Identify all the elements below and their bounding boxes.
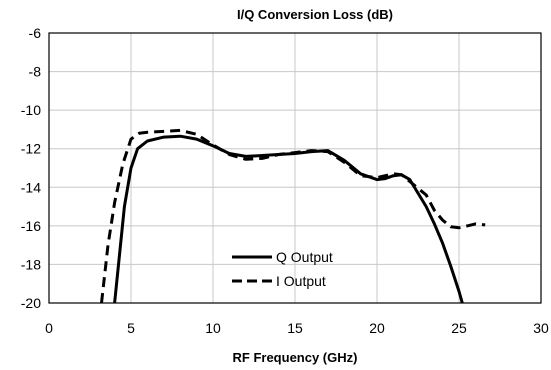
legend-label: I Output: [276, 273, 326, 289]
x-tick-label: 5: [127, 320, 135, 336]
y-tick-label: -10: [21, 102, 41, 118]
x-tick-label: 15: [287, 320, 303, 336]
legend: Q Output I Output: [232, 249, 333, 289]
series-lines: [100, 128, 486, 303]
y-tick-label: -16: [21, 218, 41, 234]
gridlines: [49, 33, 541, 303]
chart-title: I/Q Conversion Loss (dB): [237, 7, 393, 22]
x-tick-label: 20: [369, 320, 385, 336]
y-tick-label: -18: [21, 256, 41, 272]
x-tick-label: 10: [205, 320, 221, 336]
x-tick-label: 0: [45, 320, 53, 336]
x-tick-label: 30: [533, 320, 549, 336]
legend-label: Q Output: [276, 249, 333, 265]
x-axis-label: RF Frequency (GHz): [233, 350, 358, 365]
y-tick-label: -8: [29, 64, 42, 80]
y-axis-ticks: -6 -8 -10 -12 -14 -16 -18 -20: [21, 25, 41, 311]
y-tick-label: -12: [21, 141, 41, 157]
x-axis-ticks: 0 5 10 15 20 25 30: [45, 320, 549, 336]
plot-area: [48, 32, 542, 304]
y-tick-label: -14: [21, 179, 41, 195]
y-tick-label: -20: [21, 295, 41, 311]
y-tick-label: -6: [29, 25, 42, 41]
series-line-i-output: [100, 128, 486, 303]
x-tick-label: 25: [451, 320, 467, 336]
